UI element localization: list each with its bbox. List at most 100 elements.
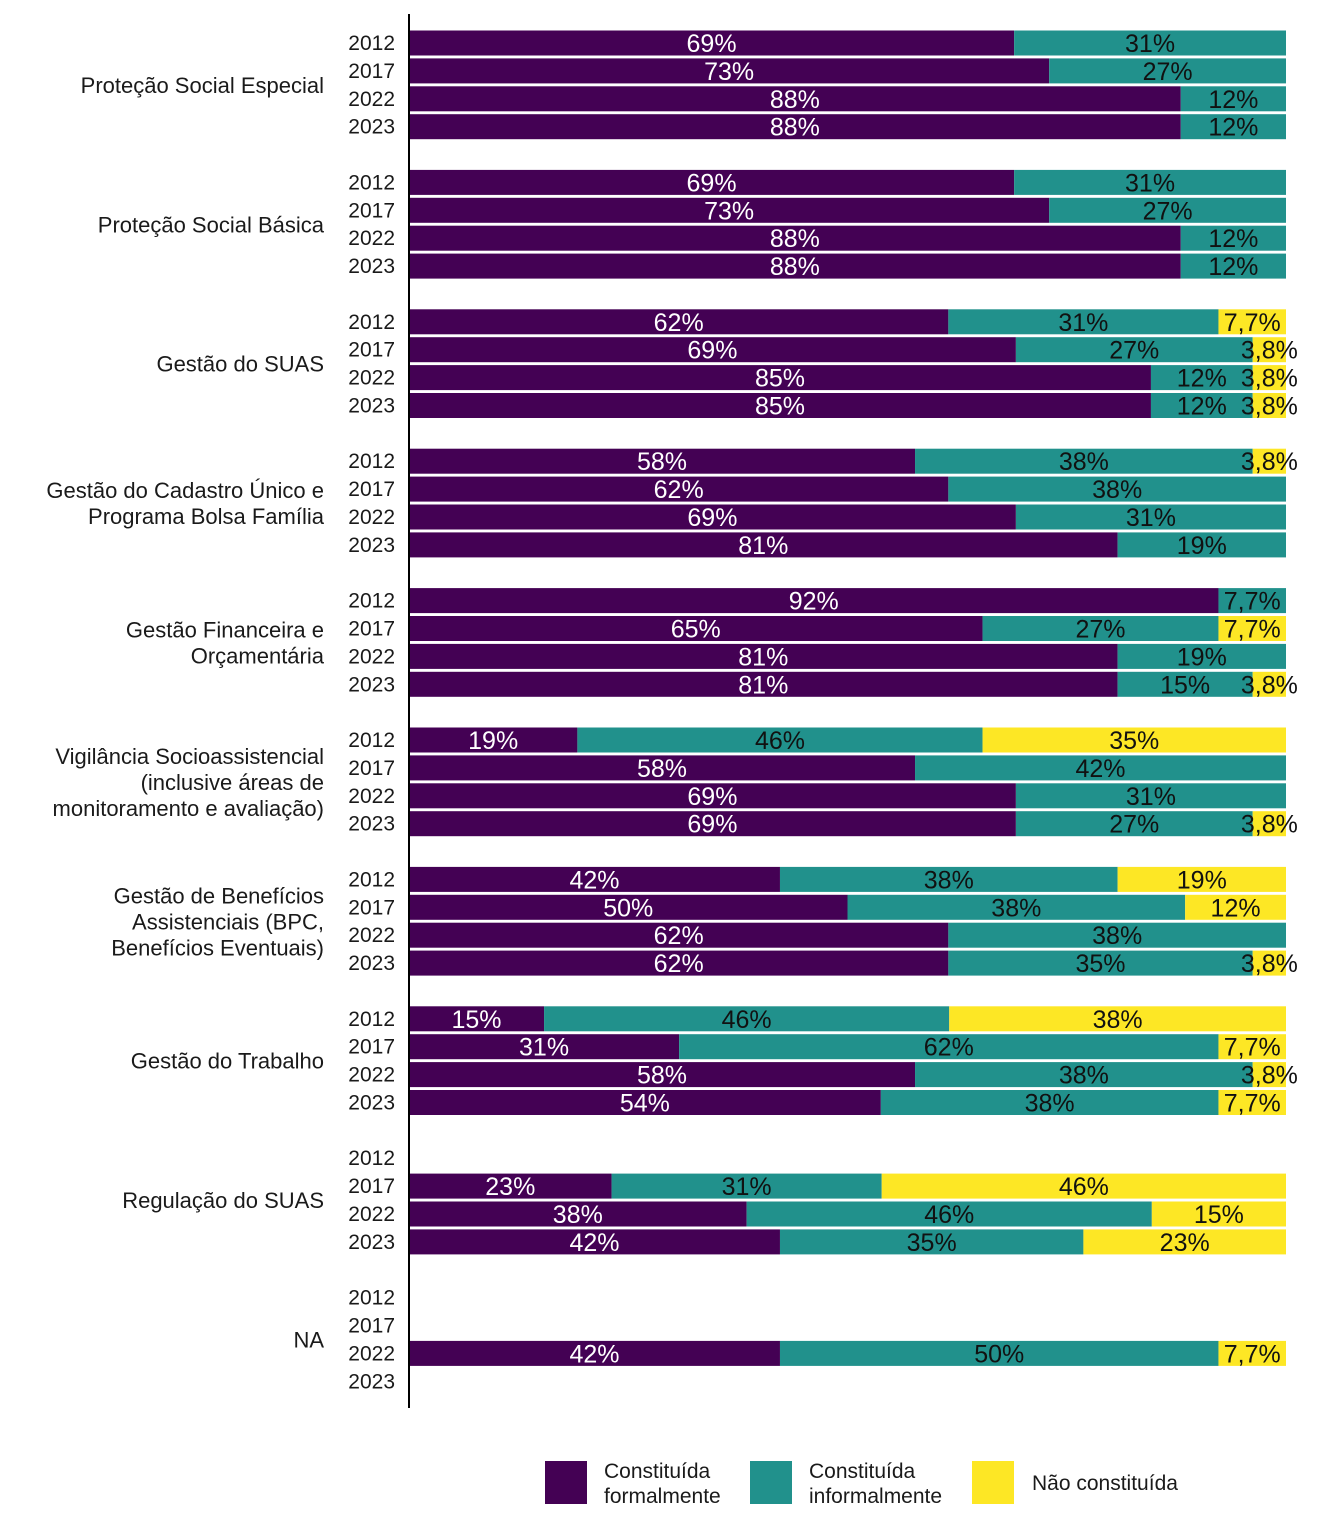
- bar-segment-informal: [847, 894, 1186, 920]
- year-tick-label: 2023: [348, 534, 395, 557]
- bar-segment-nao: [1185, 894, 1286, 920]
- data-label: 92%: [789, 588, 839, 616]
- data-label: 38%: [991, 894, 1041, 922]
- category-label: Gestão Financeira e: [126, 617, 324, 642]
- data-label: 31%: [1126, 504, 1176, 532]
- data-label: 7,7%: [1224, 309, 1281, 337]
- year-tick-label: 2017: [348, 1315, 395, 1338]
- legend-swatch-informal: [750, 1461, 792, 1504]
- bar-segment-nao: [1252, 671, 1286, 697]
- data-label: 69%: [687, 811, 737, 839]
- category-label: (inclusive áreas de: [141, 770, 324, 795]
- bar-segment-informal: [1180, 114, 1286, 140]
- data-label: 15%: [1160, 671, 1210, 699]
- data-label: 38%: [1093, 1006, 1143, 1034]
- data-label: 81%: [738, 671, 788, 699]
- data-label: 73%: [704, 197, 754, 225]
- bar-segment-formal: [409, 588, 1219, 614]
- bar-segment-informal: [915, 1062, 1253, 1088]
- bar-segment-formal: [409, 866, 780, 892]
- legend-label-formal: Constituída formalmente: [604, 1460, 721, 1508]
- data-label: 69%: [687, 169, 737, 197]
- data-label: 27%: [1075, 616, 1125, 644]
- bar-segment-informal: [779, 866, 1118, 892]
- year-tick-label: 2012: [348, 32, 395, 55]
- bar-segment-formal: [409, 337, 1016, 363]
- year-tick-label: 2017: [348, 757, 395, 780]
- data-label: 35%: [1075, 950, 1125, 978]
- bar-segment-informal: [1014, 169, 1286, 195]
- year-tick-label: 2023: [348, 1092, 395, 1115]
- year-tick-label: 2023: [348, 1370, 395, 1393]
- data-label: 12%: [1208, 225, 1258, 253]
- bar-segment-informal: [1015, 783, 1286, 809]
- bar-segment-nao: [1218, 616, 1286, 641]
- bar-segment-formal: [409, 1340, 780, 1366]
- data-label: 58%: [637, 755, 687, 783]
- data-label: 7,7%: [1224, 616, 1281, 644]
- bar-segment-informal: [1049, 197, 1286, 223]
- data-label: 58%: [637, 448, 687, 476]
- year-tick-label: 2017: [348, 478, 395, 501]
- year-tick-label: 2017: [348, 1036, 395, 1059]
- data-label: 27%: [1109, 811, 1159, 839]
- bar-segment-informal: [1049, 58, 1286, 84]
- data-label: 46%: [1059, 1173, 1109, 1201]
- data-label: 73%: [704, 58, 754, 86]
- year-tick-label: 2022: [348, 924, 395, 947]
- bar-segment-nao: [1151, 1201, 1286, 1227]
- bar-segment-formal: [409, 253, 1181, 279]
- data-label: 69%: [687, 337, 737, 365]
- data-label: 15%: [1194, 1201, 1244, 1229]
- data-label: 12%: [1208, 114, 1258, 142]
- data-label: 88%: [770, 86, 820, 114]
- bar-segment-nao: [881, 1173, 1286, 1199]
- bar-segment-informal: [1117, 671, 1253, 697]
- bar-segment-informal: [1180, 253, 1286, 279]
- year-tick-label: 2022: [348, 1342, 395, 1365]
- bar-segment-informal: [948, 950, 1253, 976]
- data-label: 27%: [1143, 58, 1193, 86]
- year-tick-label: 2017: [348, 339, 395, 362]
- data-label: 46%: [924, 1201, 974, 1229]
- bar-segment-formal: [409, 643, 1118, 669]
- data-label: 65%: [671, 616, 721, 644]
- data-label: 38%: [924, 866, 974, 894]
- year-tick-label: 2017: [348, 60, 395, 83]
- legend-swatch-nao: [972, 1461, 1014, 1504]
- bar-segment-informal: [915, 448, 1253, 474]
- bar-segment-formal: [409, 755, 916, 781]
- bar-segment-informal: [1117, 643, 1286, 669]
- bars-layer: [409, 30, 1286, 1366]
- bar-segment-nao: [1252, 950, 1286, 976]
- bar-segment-formal: [409, 476, 949, 502]
- data-label: 38%: [553, 1201, 603, 1229]
- data-label: 31%: [722, 1173, 772, 1201]
- year-tick-label: 2023: [348, 1231, 395, 1254]
- data-label: 38%: [1059, 1062, 1109, 1090]
- bar-segment-informal: [544, 1006, 950, 1032]
- bar-segment-informal: [1150, 365, 1253, 391]
- bar-segment-formal: [409, 1006, 545, 1032]
- data-label: 50%: [974, 1340, 1024, 1368]
- bar-segment-informal: [679, 1034, 1219, 1060]
- bar-segment-formal: [409, 58, 1050, 84]
- year-tick-label: 2012: [348, 450, 395, 473]
- bar-segment-formal: [409, 365, 1151, 391]
- data-label: 12%: [1208, 253, 1258, 281]
- year-tick-label: 2023: [348, 255, 395, 278]
- data-label: 23%: [1160, 1229, 1210, 1257]
- bar-segment-informal: [1180, 86, 1286, 112]
- bar-segment-informal: [779, 1340, 1219, 1366]
- data-label: 27%: [1109, 337, 1159, 365]
- bar-segment-nao: [1117, 866, 1286, 892]
- year-tick-label: 2022: [348, 1203, 395, 1226]
- bar-segment-nao: [1252, 811, 1286, 837]
- bar-segment-nao: [1083, 1229, 1286, 1255]
- legend-swatch-formal: [545, 1461, 587, 1504]
- bar-segment-informal: [779, 1229, 1084, 1255]
- data-label: 46%: [755, 727, 805, 755]
- year-tick-label: 2022: [348, 227, 395, 250]
- data-label: 69%: [687, 504, 737, 532]
- data-label: 85%: [755, 365, 805, 393]
